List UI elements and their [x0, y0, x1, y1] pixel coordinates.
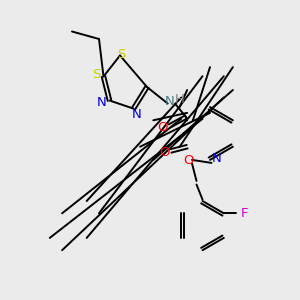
Text: O: O	[183, 154, 194, 167]
Text: O: O	[158, 121, 168, 134]
Text: S: S	[92, 68, 100, 81]
Text: S: S	[117, 47, 126, 61]
Text: N: N	[212, 152, 221, 166]
Text: N: N	[97, 95, 107, 109]
Text: F: F	[241, 207, 248, 220]
Text: H: H	[175, 93, 185, 106]
Text: N: N	[132, 107, 141, 121]
Text: N: N	[164, 95, 174, 108]
Text: O: O	[159, 146, 170, 159]
